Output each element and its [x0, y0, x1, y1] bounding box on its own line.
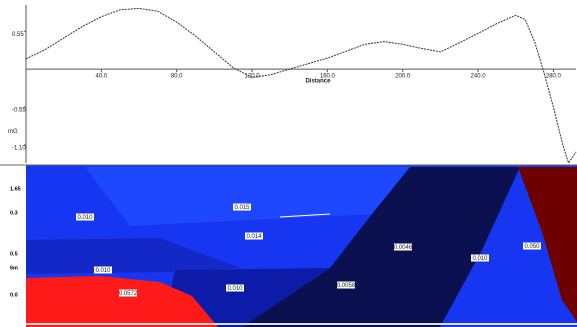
value-label-bg	[76, 213, 94, 221]
value-label-bg	[245, 232, 263, 240]
value-label: 0.010	[95, 268, 111, 274]
value-label: 0.010	[472, 256, 488, 262]
depth-label: 1.65	[10, 186, 21, 192]
x-tick-label: 160.0	[320, 74, 336, 80]
y-tick-label: -0.55	[12, 108, 26, 114]
contour	[279, 213, 331, 218]
region	[242, 167, 520, 327]
value-label-bg	[471, 254, 489, 262]
value-label: 0.015	[234, 205, 250, 211]
depth-label: 0.0	[10, 292, 18, 298]
depth-label: 6m	[10, 265, 18, 271]
value-label: 0.0046	[394, 245, 413, 251]
value-label: 0.050	[524, 244, 540, 250]
value-label-bg	[394, 243, 412, 251]
y-tick-label: -1.10	[12, 146, 26, 152]
region	[85, 167, 410, 226]
value-label-bg	[523, 242, 541, 250]
x-tick-label: 240.0	[471, 74, 487, 80]
depth-label: 0.5	[10, 251, 18, 257]
region	[26, 276, 218, 327]
value-label-bg	[226, 284, 244, 292]
value-label-bg	[337, 281, 355, 289]
x-tick-label: 80.0	[171, 74, 183, 80]
region	[170, 268, 330, 327]
value-label: 0.010	[77, 215, 93, 221]
x-tick-label: 120.0	[245, 74, 261, 80]
profile-line	[25, 7, 577, 165]
depth-label: 0.3	[10, 210, 18, 216]
x-tick-label: 40.0	[95, 74, 107, 80]
value-label: 0.0572	[119, 291, 138, 297]
section	[26, 165, 577, 327]
value-label-bg	[119, 289, 137, 297]
region	[26, 238, 240, 274]
value-label-bg	[94, 266, 112, 274]
x-tick-label: 280.0	[546, 74, 562, 80]
y-axis-label: mG	[8, 129, 18, 135]
value-label-bg	[233, 203, 251, 211]
region	[518, 167, 577, 322]
value-label: 0.0058	[337, 283, 356, 289]
value-label: 0.010	[227, 286, 243, 292]
value-label: 0.014	[246, 234, 262, 240]
x-tick-label: 200.0	[395, 74, 411, 80]
y-tick-label: 0.55	[12, 32, 24, 38]
x-axis-label: Distance	[305, 79, 331, 85]
